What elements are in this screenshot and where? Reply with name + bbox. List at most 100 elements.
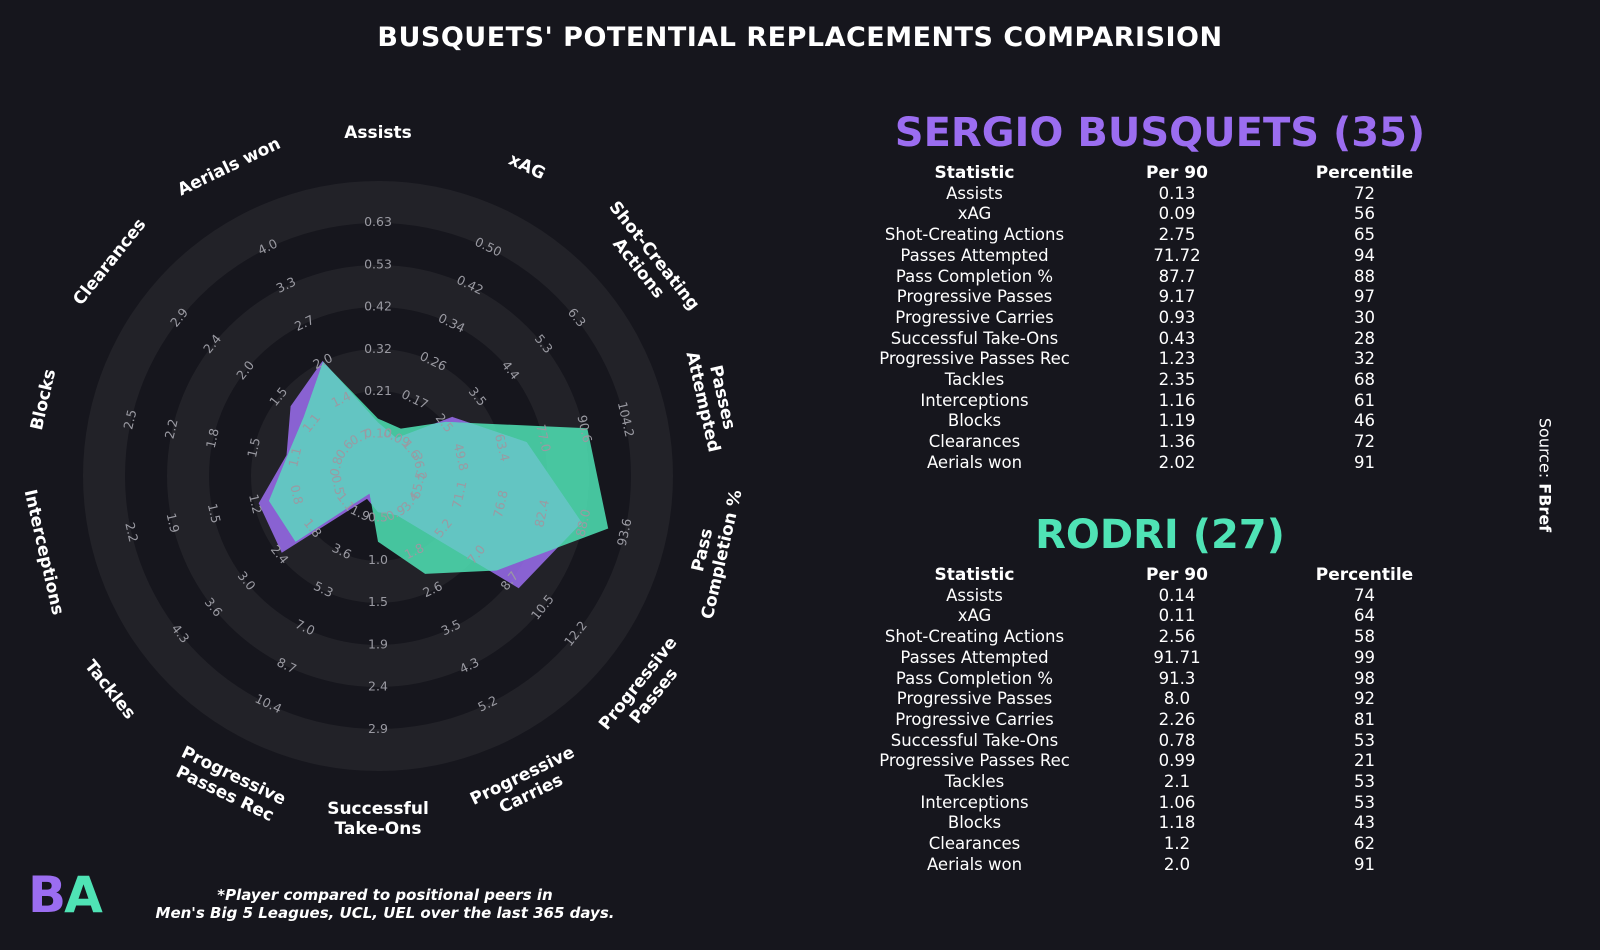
- per90-cell: 0.13: [1158, 183, 1196, 203]
- per90-cell: 0.99: [1158, 751, 1196, 771]
- percentile-cell: 43: [1354, 813, 1375, 833]
- table-row: Aerials won 2.0 91: [872, 855, 1452, 876]
- tick-label: 76.8: [490, 489, 511, 520]
- percentile-cell: 61: [1354, 390, 1375, 410]
- table-row: Progressive Carries 2.26 81: [872, 710, 1452, 731]
- per90-cell: 0.78: [1158, 730, 1196, 750]
- column-header: Percentile: [1315, 565, 1414, 585]
- stat-name-cell: Interceptions: [920, 792, 1029, 812]
- per90-cell: 2.56: [1158, 627, 1196, 647]
- tick-label: 0.63: [364, 214, 392, 229]
- tick-label: 2.4: [368, 679, 388, 694]
- percentile-cell: 99: [1354, 647, 1375, 667]
- stat-name-cell: Passes Attempted: [900, 647, 1049, 667]
- logo: BA: [28, 870, 103, 920]
- table-row: Interceptions 1.16 61: [872, 391, 1452, 412]
- tick-label: 49.8: [451, 442, 472, 473]
- axis-label: PassCompletion %: [678, 483, 746, 621]
- percentile-cell: 88: [1354, 266, 1375, 286]
- stat-name-cell: Progressive Passes: [896, 689, 1053, 709]
- tick-label: 0.5: [329, 474, 348, 497]
- table-row: Assists 0.14 74: [872, 586, 1452, 607]
- percentile-cell: 92: [1354, 689, 1375, 709]
- percentile-cell: 91: [1354, 854, 1375, 874]
- table-row: Clearances 1.36 72: [872, 432, 1452, 453]
- percentile-cell: 53: [1354, 730, 1375, 750]
- axis-label-line: Aerials won: [175, 134, 284, 200]
- per90-cell: 1.19: [1158, 411, 1196, 431]
- tick-label: 65.5: [408, 470, 429, 500]
- axis-label: Interceptions: [20, 488, 68, 617]
- table-row: Tackles 2.1 53: [872, 772, 1452, 793]
- series-overlap: [269, 361, 582, 574]
- table-row: Progressive Passes Rec 0.99 21: [872, 751, 1452, 772]
- footnote-line: Men's Big 5 Leagues, UCL, UEL over the l…: [155, 904, 615, 922]
- stat-name-cell: Progressive Passes Rec: [879, 751, 1070, 771]
- stat-name-cell: Blocks: [947, 813, 1002, 833]
- table-row: Clearances 1.2 62: [872, 834, 1452, 855]
- tick-label: 93.6: [614, 517, 635, 548]
- per90-cell: 8.0: [1163, 689, 1191, 709]
- stat-name-cell: Progressive Passes: [896, 287, 1053, 307]
- tick-label: 77.0: [533, 423, 554, 454]
- percentile-cell: 53: [1354, 772, 1375, 792]
- source-prefix: Source:: [1535, 417, 1555, 484]
- per90-cell: 9.17: [1158, 287, 1196, 307]
- per90-cell: 2.26: [1158, 709, 1196, 729]
- per90-cell: 1.2: [1163, 834, 1191, 854]
- stat-name-cell: Tackles: [944, 772, 1005, 792]
- stat-name-cell: Shot-Creating Actions: [884, 225, 1065, 245]
- tick-label: 1.9: [164, 511, 183, 534]
- tick-label: 2.2: [122, 521, 141, 544]
- tick-label: 0.5: [368, 510, 388, 525]
- table-row: Shot-Creating Actions 2.75 65: [872, 225, 1452, 246]
- table-row: Assists 0.13 72: [872, 184, 1452, 205]
- stat-name-cell: Passes Attempted: [900, 245, 1049, 265]
- logo-letter-a: A: [64, 866, 103, 924]
- percentile-cell: 98: [1354, 668, 1375, 688]
- tick-label: 0.8: [327, 455, 346, 478]
- axis-label: Clearances: [69, 215, 150, 310]
- stat-name-cell: Shot-Creating Actions: [884, 627, 1065, 647]
- tick-label: 1.5: [205, 502, 224, 525]
- stat-name-cell: Successful Take-Ons: [890, 730, 1059, 750]
- table-row: Aerials won 2.02 91: [872, 453, 1452, 474]
- tick-label: 90.6: [574, 414, 595, 445]
- percentile-cell: 56: [1354, 204, 1375, 224]
- axis-label-line: Blocks: [27, 367, 60, 432]
- tick-label: 1.9: [368, 636, 388, 651]
- per90-cell: 2.1: [1163, 772, 1191, 792]
- player-1-name: SERGIO BUSQUETS (35): [894, 110, 1426, 156]
- per90-cell: 91.71: [1153, 647, 1201, 667]
- axis-label-line: Tackles: [80, 656, 139, 723]
- percentile-cell: 53: [1354, 792, 1375, 812]
- per90-cell: 2.35: [1158, 370, 1196, 390]
- per90-cell: 0.11: [1158, 606, 1196, 626]
- stat-name-cell: xAG: [957, 204, 992, 224]
- tick-label: 2.2: [162, 417, 181, 440]
- axis-label: ProgressiveCarries: [467, 742, 586, 827]
- footnote-line: *Player compared to positional peers in: [217, 886, 553, 904]
- column-header: Percentile: [1315, 163, 1414, 183]
- table-row: xAG 0.11 64: [872, 606, 1452, 627]
- tick-label: 1.2: [246, 493, 265, 516]
- source-credit: Source: FBref: [1536, 418, 1555, 532]
- tick-label: 0.42: [364, 299, 392, 314]
- table-row: Tackles 2.35 68: [872, 370, 1452, 391]
- percentile-cell: 62: [1354, 834, 1375, 854]
- stat-name-cell: Clearances: [928, 834, 1021, 854]
- percentile-cell: 58: [1354, 627, 1375, 647]
- stat-name-cell: Assists: [946, 585, 1003, 605]
- per90-cell: 0.93: [1158, 307, 1196, 327]
- tick-label: 88.0: [573, 507, 594, 538]
- stat-name-cell: Blocks: [947, 411, 1002, 431]
- table-row: Successful Take-Ons 0.43 28: [872, 329, 1452, 350]
- percentile-cell: 74: [1354, 585, 1375, 605]
- percentile-cell: 81: [1354, 709, 1375, 729]
- table-row: Pass Completion % 87.7 88: [872, 267, 1452, 288]
- tick-label: 2.9: [368, 721, 388, 736]
- axis-label: Tackles: [80, 656, 139, 723]
- table-row: Pass Completion % 91.3 98: [872, 669, 1452, 690]
- stat-name-cell: Aerials won: [926, 452, 1023, 472]
- axis-label-line: Successful: [327, 799, 429, 819]
